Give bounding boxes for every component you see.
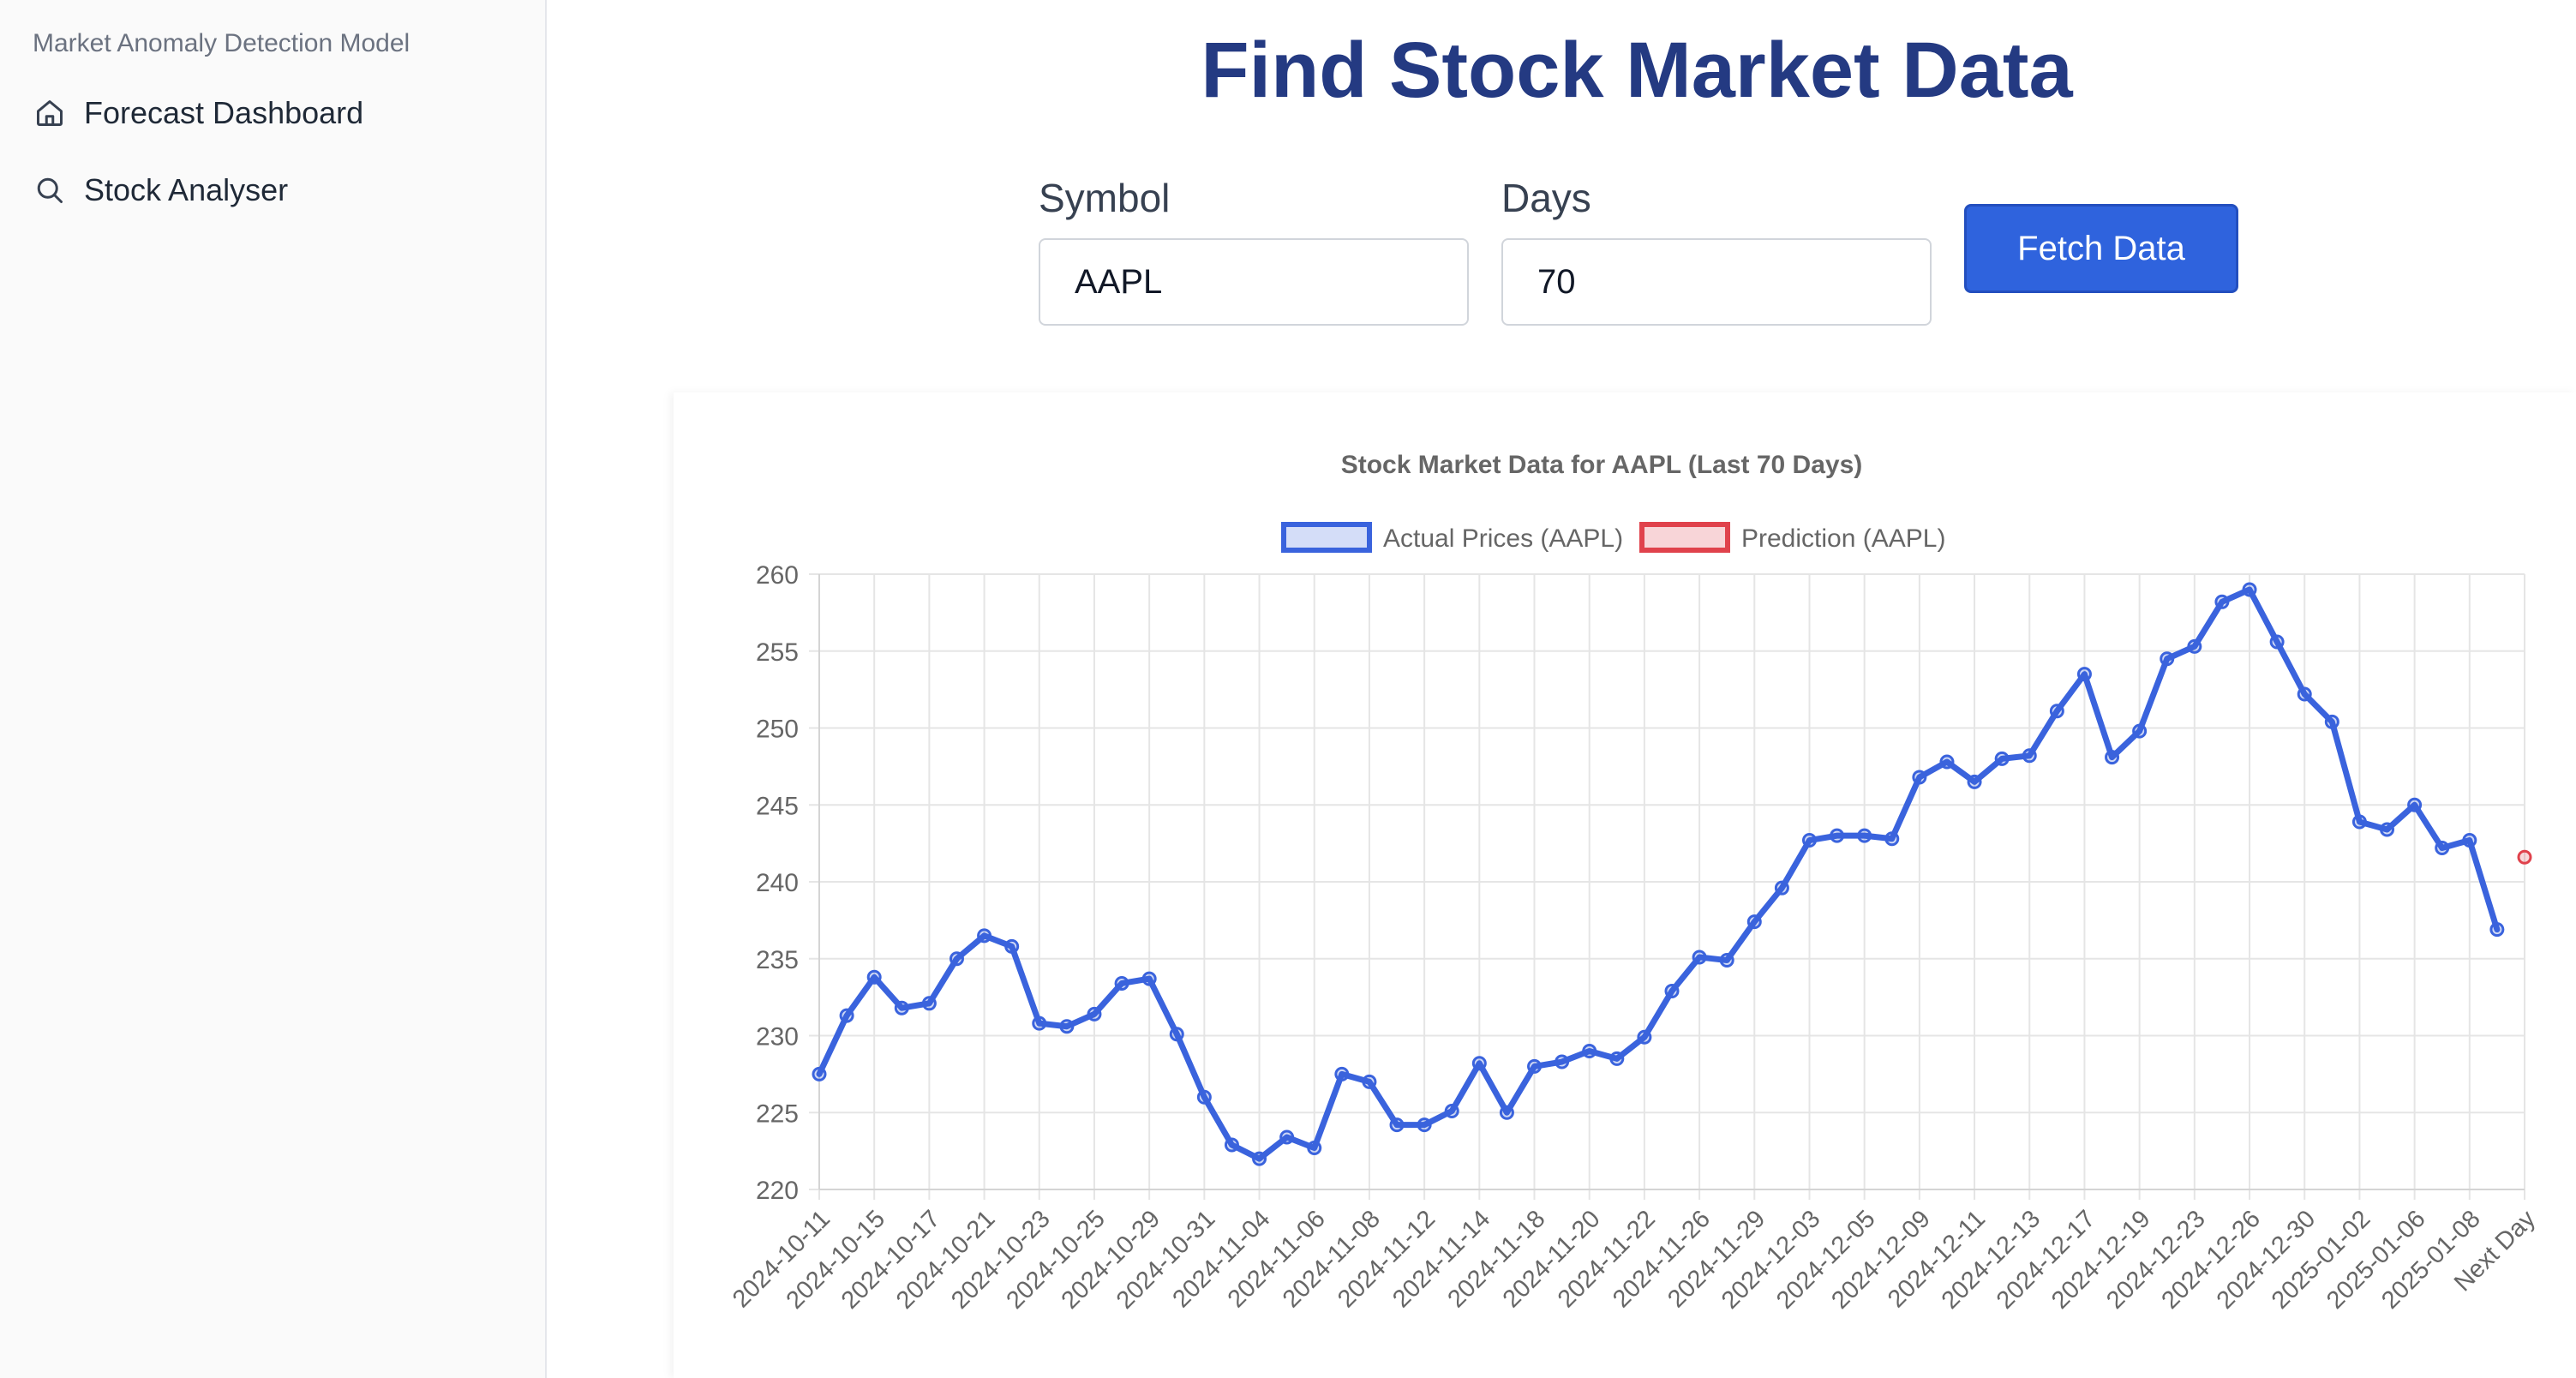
- legend-swatch: [1284, 524, 1369, 550]
- chart-card: Stock Market Data for AAPL (Last 70 Days…: [674, 392, 2576, 1378]
- actual-price-point: [1638, 1031, 1650, 1043]
- actual-price-point: [2409, 799, 2421, 811]
- legend-label: Actual Prices (AAPL): [1383, 524, 1623, 553]
- legend-swatch: [1642, 524, 1728, 550]
- actual-price-point: [2381, 824, 2393, 836]
- legend-label: Prediction (AAPL): [1741, 524, 1945, 553]
- actual-price-point: [2023, 750, 2035, 762]
- actual-price-point: [1996, 752, 2008, 764]
- days-input[interactable]: [1501, 238, 1932, 326]
- actual-price-point: [2353, 816, 2365, 828]
- actual-price-point: [2189, 640, 2201, 652]
- actual-price-point: [1088, 1008, 1100, 1020]
- actual-price-point: [813, 1068, 825, 1080]
- days-label: Days: [1501, 175, 1591, 221]
- actual-price-point: [1666, 985, 1678, 997]
- symbol-input[interactable]: [1039, 238, 1469, 326]
- actual-price-point: [1584, 1045, 1596, 1057]
- actual-price-point: [1831, 830, 1843, 842]
- actual-price-point: [1116, 977, 1128, 989]
- actual-price-point: [923, 998, 935, 1010]
- actual-price-point: [1225, 1139, 1237, 1151]
- actual-price-point: [1776, 882, 1788, 894]
- y-tick-label: 220: [756, 1177, 799, 1205]
- y-tick-label: 230: [756, 1023, 799, 1051]
- actual-price-point: [1006, 940, 1018, 952]
- actual-price-point: [1748, 916, 1760, 928]
- actual-price-point: [1171, 1028, 1183, 1040]
- actual-price-point: [2161, 653, 2173, 665]
- actual-price-point: [1363, 1075, 1375, 1087]
- actual-price-point: [2491, 924, 2503, 936]
- actual-price-point: [1281, 1131, 1293, 1143]
- actual-price-point: [1914, 771, 1926, 783]
- chart-title: Stock Market Data for AAPL (Last 70 Days…: [1341, 451, 1863, 479]
- y-tick-label: 225: [756, 1099, 799, 1128]
- y-tick-label: 260: [756, 561, 799, 590]
- actual-price-point: [1336, 1068, 1348, 1080]
- y-tick-label: 255: [756, 638, 799, 667]
- actual-price-point: [979, 930, 991, 942]
- actual-price-point: [896, 1002, 908, 1014]
- actual-price-point: [1941, 756, 1953, 768]
- actual-price-point: [1693, 951, 1705, 963]
- sidebar-item-label: Stock Analyser: [84, 172, 288, 208]
- actual-price-point: [1803, 835, 1815, 847]
- home-icon: [33, 96, 67, 130]
- actual-price-point: [1061, 1021, 1073, 1033]
- sidebar-item-label: Forecast Dashboard: [84, 95, 363, 131]
- actual-price-point: [1886, 833, 1898, 845]
- actual-price-point: [2326, 716, 2338, 728]
- actual-price-point: [2464, 835, 2476, 847]
- stock-line-chart: Stock Market Data for AAPL (Last 70 Days…: [674, 392, 2576, 1378]
- actual-price-point: [1968, 776, 1980, 788]
- y-tick-label: 240: [756, 869, 799, 897]
- actual-price-line: [819, 590, 2497, 1159]
- sidebar-item-stock-analyser[interactable]: Stock Analyser: [33, 165, 288, 216]
- actual-price-point: [2051, 705, 2063, 717]
- actual-price-point: [2298, 688, 2310, 700]
- actual-price-point: [1556, 1056, 1568, 1068]
- actual-price-point: [2216, 596, 2228, 608]
- actual-price-point: [1859, 830, 1871, 842]
- app-brand: Market Anomaly Detection Model: [33, 29, 410, 58]
- prediction-point: [2519, 851, 2531, 863]
- actual-price-point: [950, 953, 962, 965]
- y-tick-label: 245: [756, 792, 799, 820]
- actual-price-point: [1611, 1052, 1623, 1064]
- actual-price-point: [2106, 752, 2118, 764]
- actual-price-point: [1721, 955, 1733, 967]
- sidebar: Market Anomaly Detection Model Forecast …: [0, 0, 547, 1378]
- fetch-data-button[interactable]: Fetch Data: [1964, 204, 2238, 293]
- actual-price-point: [841, 1010, 853, 1022]
- sidebar-item-forecast-dashboard[interactable]: Forecast Dashboard: [33, 87, 363, 139]
- actual-price-point: [1198, 1091, 1210, 1103]
- search-icon: [33, 173, 67, 207]
- actual-price-point: [1473, 1057, 1485, 1069]
- actual-price-point: [1529, 1060, 1541, 1072]
- actual-price-point: [1391, 1119, 1403, 1131]
- actual-price-point: [1418, 1119, 1430, 1131]
- actual-price-point: [1446, 1105, 1458, 1117]
- actual-price-point: [868, 971, 880, 983]
- actual-price-point: [1501, 1106, 1513, 1118]
- symbol-label: Symbol: [1039, 175, 1170, 221]
- y-tick-label: 250: [756, 716, 799, 744]
- y-tick-label: 235: [756, 946, 799, 974]
- actual-price-point: [2271, 636, 2283, 648]
- actual-price-point: [1033, 1017, 1045, 1029]
- actual-price-point: [2078, 668, 2090, 680]
- actual-price-point: [1254, 1153, 1266, 1165]
- actual-price-point: [2244, 584, 2255, 596]
- page-title: Find Stock Market Data: [1114, 26, 2160, 116]
- actual-price-point: [2134, 725, 2146, 737]
- actual-price-point: [2436, 842, 2448, 854]
- actual-price-point: [1143, 973, 1155, 985]
- actual-price-point: [1309, 1142, 1321, 1154]
